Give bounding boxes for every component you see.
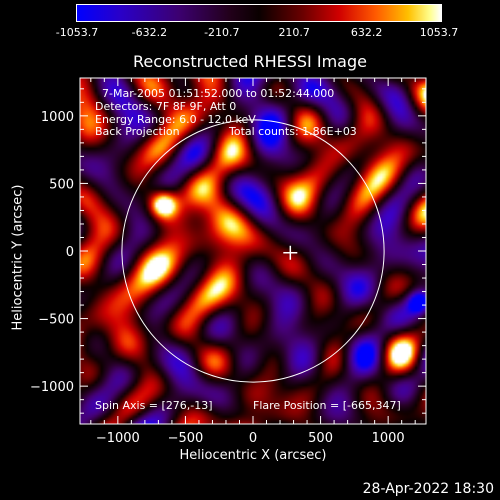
y-tick-label: −1000 [30,380,74,395]
colorbar-tick-label: 1053.7 [419,26,459,39]
method-label: Back Projection [95,125,180,138]
colorbar-tick-label: -632.2 [131,26,168,39]
spin-axis-label: Spin Axis = [276,-13] [95,399,213,412]
colorbar-tick-label: -210.7 [204,26,240,39]
y-tick-label: −500 [38,313,74,328]
flare-position-label: Flare Position = [-665,347] [253,399,401,412]
x-tick-label: −500 [168,431,204,446]
y-tick-label: 1000 [41,110,74,125]
colorbar-tick-label: 210.7 [278,26,310,39]
heatmap-image [80,78,426,424]
colorbar-tick-label: -1053.7 [55,26,99,39]
x-axis-title: Heliocentric X (arcsec) [179,448,327,463]
solar-disk-outline [121,119,385,383]
y-axis-title: Heliocentric Y (arcsec) [10,184,26,331]
time-range-label: 7-Mar-2005 01:51:52.000 to 01:52:44.000 [102,87,335,100]
colorbar [76,4,442,22]
chart-title: Reconstructed RHESSI Image [133,52,367,71]
x-tick-label: −1000 [96,431,140,446]
x-tick-label: 1000 [372,431,405,446]
colorbar-tick-label: 632.2 [350,26,383,39]
total-counts-label: Total counts: 1.86E+03 [229,125,357,138]
footer-timestamp: 28-Apr-2022 18:30 [362,481,494,497]
energy-range-label: Energy Range: 6.0 - 12.0 keV [95,113,256,126]
y-tick-label: 0 [66,245,74,260]
x-tick-label: 0 [249,431,257,446]
y-tick-label: 500 [49,177,74,192]
detectors-label: Detectors: 7F 8F 9F, Att 0 [95,100,237,113]
x-tick-label: 500 [308,431,333,446]
